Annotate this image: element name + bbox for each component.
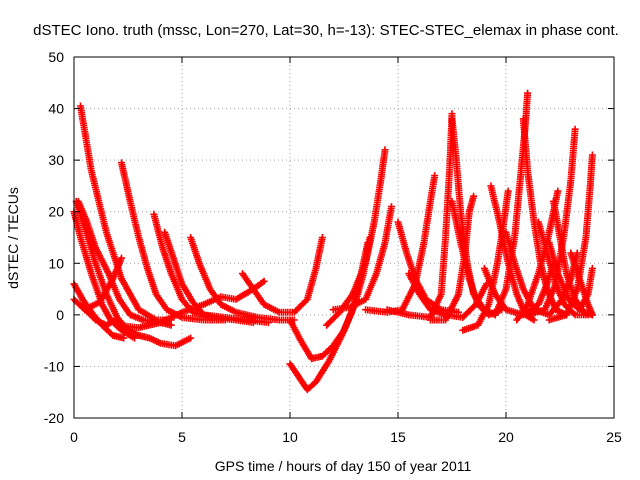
y-tick-label: 20 [48, 204, 64, 220]
series-markers [239, 234, 326, 316]
series-16 [323, 146, 389, 329]
y-tick-label: 50 [48, 49, 64, 65]
series-markers [362, 172, 439, 316]
series-13 [239, 234, 326, 316]
series-33 [480, 259, 557, 319]
y-tick-label: -20 [44, 410, 64, 426]
series-10 [161, 228, 272, 327]
series-markers [405, 270, 491, 321]
y-tick-label: 10 [48, 255, 64, 271]
y-tick-label: 30 [48, 152, 64, 168]
series-37 [405, 270, 491, 321]
series-markers [323, 146, 389, 329]
x-tick-label: 25 [606, 429, 622, 445]
y-tick-label: 40 [48, 101, 64, 117]
y-axis-label: dSTEC / TECUs [5, 187, 21, 289]
y-tick-label: -10 [44, 358, 64, 374]
series-17 [329, 203, 395, 314]
series-35 [545, 239, 596, 314]
series-markers [480, 259, 557, 319]
x-tick-label: 15 [390, 429, 406, 445]
x-tick-label: 20 [498, 429, 514, 445]
series-markers [545, 239, 596, 314]
x-tick-label: 5 [178, 429, 186, 445]
data-points [70, 89, 596, 394]
axis-ticks: 0 5 10 15 20 25 -20 -10 0 10 20 30 40 50 [44, 49, 622, 445]
series-markers [161, 228, 272, 327]
x-axis-label: GPS time / hours of day 150 of year 2011 [215, 458, 472, 474]
y-tick-label: 0 [56, 307, 64, 323]
series-markers [329, 203, 395, 314]
plot-frame [73, 56, 615, 419]
chart-title: dSTEC Iono. truth (mssc, Lon=270, Lat=30… [33, 22, 619, 39]
series-18 [362, 172, 439, 316]
x-tick-label: 10 [282, 429, 298, 445]
x-tick-label: 0 [70, 429, 78, 445]
